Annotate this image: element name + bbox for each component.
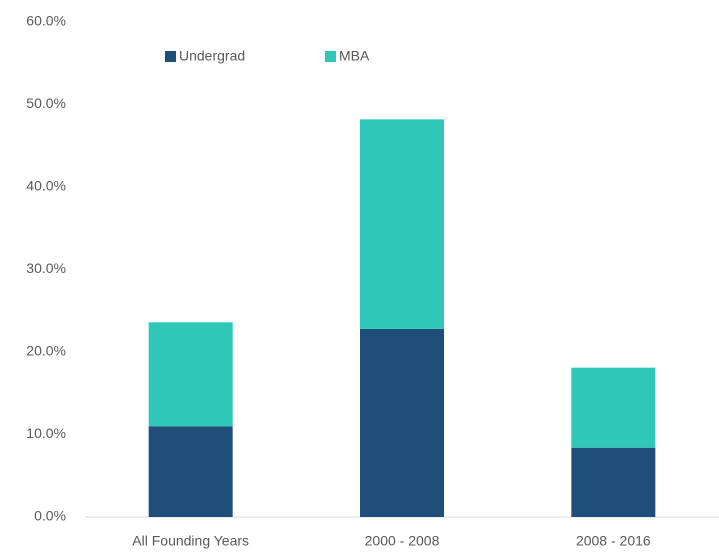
bar-segment [148, 322, 233, 427]
x-tick-label: 2000 - 2008 [365, 533, 440, 549]
y-tick-label: 30.0% [26, 260, 66, 276]
bar-segment [360, 328, 444, 517]
y-tick-label: 10.0% [26, 425, 66, 441]
legend-swatch [325, 51, 336, 62]
y-tick-label: 0.0% [34, 508, 66, 524]
legend-label: Undergrad [179, 48, 245, 64]
bar-segment [571, 447, 656, 517]
bar-segment [148, 426, 233, 517]
y-tick-label: 40.0% [26, 178, 66, 194]
x-tick-label: All Founding Years [132, 533, 249, 549]
y-tick-label: 50.0% [26, 95, 66, 111]
bar-segment [571, 367, 656, 448]
y-tick-label: 60.0% [26, 13, 66, 29]
legend-swatch [165, 51, 176, 62]
bar-segment [360, 119, 444, 329]
legend-label: MBA [339, 48, 370, 64]
y-tick-label: 20.0% [26, 343, 66, 359]
x-tick-label: 2008 - 2016 [576, 533, 651, 549]
